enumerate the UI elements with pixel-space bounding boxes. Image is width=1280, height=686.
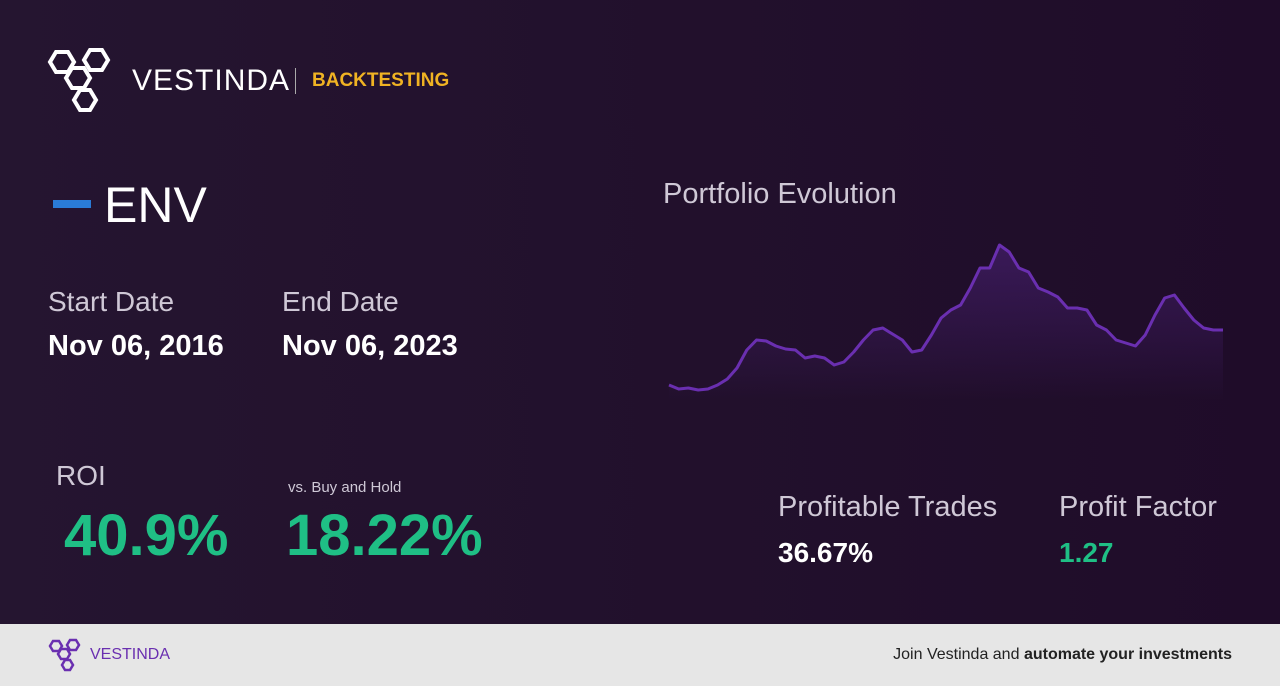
- roi: 40.9%: [64, 503, 229, 568]
- line: [668, 243, 1223, 392]
- start-date: Nov 06, 2016: [48, 330, 224, 362]
- divider: [295, 68, 296, 94]
- start-label: Start Date: [48, 286, 175, 317]
- section: BACKTESTING: [312, 70, 450, 91]
- footer-brand: VESTINDA: [90, 646, 171, 663]
- factor-label: Profit Factor: [1059, 491, 1217, 523]
- footer: VESTINDA Join Vestinda and automate your…: [0, 624, 1280, 686]
- factor: 1.27: [1059, 537, 1114, 568]
- brand: VESTINDA: [132, 64, 291, 97]
- chart: [668, 243, 1223, 400]
- cta-text: Join Vestinda and: [893, 646, 1020, 663]
- area: [669, 245, 1223, 400]
- trades: 36.67%: [778, 537, 873, 568]
- ticker: ENV: [104, 177, 207, 233]
- vs-value: 18.22%: [286, 503, 483, 568]
- cta-bold: automate your investments: [1023, 646, 1232, 663]
- logo: [47, 48, 111, 112]
- end-date: Nov 06, 2023: [282, 330, 458, 362]
- trades-label: Profitable Trades: [778, 491, 998, 523]
- chart-title: Portfolio Evolution: [663, 178, 897, 210]
- footer-cta: Join Vestinda and automate your investme…: [893, 646, 1232, 664]
- roi-label: ROI: [56, 460, 106, 491]
- end-label: End Date: [282, 286, 399, 317]
- ticker-logo: [53, 200, 91, 208]
- footer-logo: [48, 638, 81, 672]
- vs-label: vs. Buy and Hold: [288, 479, 402, 496]
